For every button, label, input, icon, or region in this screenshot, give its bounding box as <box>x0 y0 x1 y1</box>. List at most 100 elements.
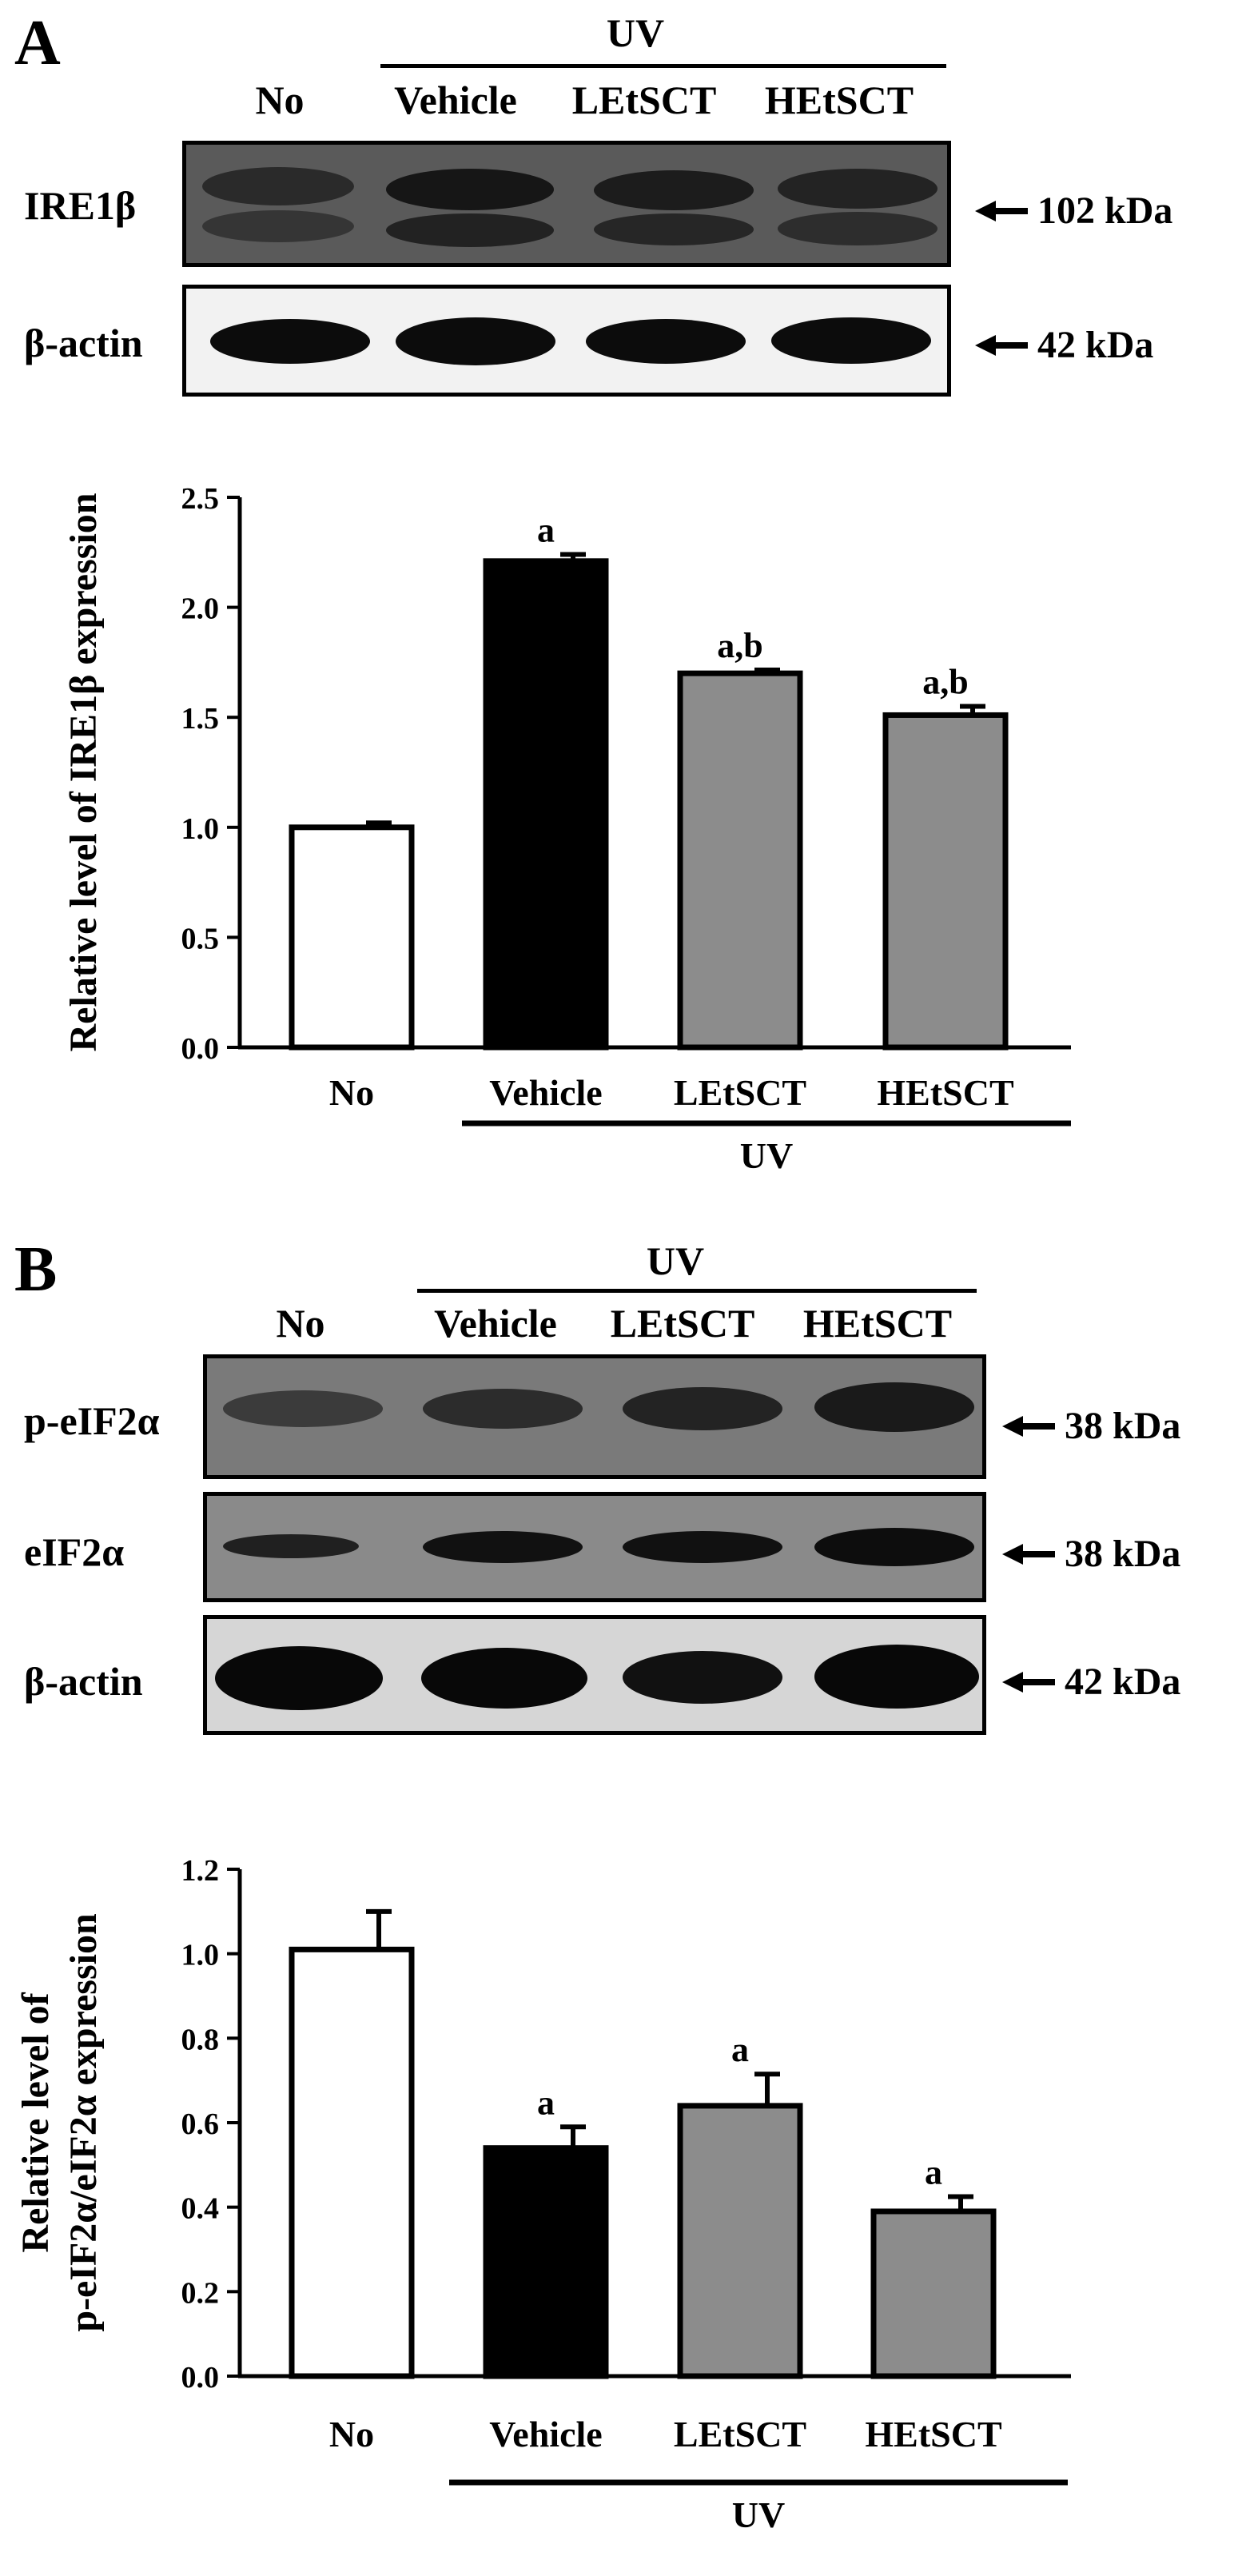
x-tick-label: LEtSCT <box>674 1072 806 1113</box>
blot-band <box>202 210 354 242</box>
blot-band <box>623 1531 782 1563</box>
blot-band <box>223 1390 383 1427</box>
chart-b: 0.0 0.2 0.4 0.6 0.8 1.0 1.2 Relative level of p-… <box>14 1854 1071 2535</box>
y-tick-label: 1.0 <box>181 812 220 846</box>
panel-b-letter: B <box>14 1234 58 1305</box>
blot-band <box>814 1645 979 1709</box>
bar <box>677 2103 803 2379</box>
group-label: UV <box>740 1135 793 1176</box>
x-tick-label: Vehicle <box>489 1072 602 1113</box>
blot-b-size-peif2a: 38 kDa <box>1002 1404 1180 1448</box>
x-tick-label: HEtSCT <box>877 1072 1013 1113</box>
y-tick-label: 0.6 <box>181 2107 220 2141</box>
blot-band <box>223 1534 359 1558</box>
y-tick-label: 0.2 <box>181 2276 220 2310</box>
blot-band <box>215 1646 383 1710</box>
x-tick-label: No <box>329 1072 374 1113</box>
y-tick-label: 0.4 <box>181 2192 220 2226</box>
bar-annotation: a <box>537 511 555 550</box>
arrow-left-icon <box>975 200 1028 221</box>
blot-b-lane-no: No <box>276 1301 325 1346</box>
y-tick-label: 0.0 <box>181 2361 220 2395</box>
bar <box>882 712 1009 1051</box>
blot-band <box>202 167 354 205</box>
blot-band <box>210 319 370 364</box>
x-tick-label: LEtSCT <box>674 2414 806 2454</box>
blot-band <box>814 1382 974 1432</box>
blot-a-size-ire1b: 102 kDa <box>975 189 1172 233</box>
blot-band <box>771 317 931 364</box>
size-text: 38 kDa <box>1065 1533 1181 1575</box>
blot-band <box>623 1387 782 1430</box>
blot-a-size-actin: 42 kDa <box>975 323 1153 367</box>
blot-b-peif2a-image <box>203 1354 986 1479</box>
blot-band <box>623 1651 782 1704</box>
blot-b-lane-hetsct: HEtSCT <box>802 1301 953 1346</box>
bar <box>483 2145 609 2379</box>
blot-a-lane-letsct: LEtSCT <box>571 78 717 122</box>
bar-annotation: a <box>925 2152 942 2191</box>
x-tick-label: Vehicle <box>489 2414 602 2454</box>
y-axis-label: Relative level of IRE1β expression <box>62 493 105 1052</box>
bar-annotation: a <box>537 2083 555 2122</box>
arrow-left-icon <box>1002 1415 1055 1437</box>
blot-a-lane-vehicle: Vehicle <box>394 78 517 122</box>
blot-a-row-label-ire1b: IRE1β <box>24 183 137 228</box>
blot-band <box>386 213 554 247</box>
chart-a: 0.0 0.5 1.0 1.5 2.0 2.5 Relative level of IRE1… <box>62 482 1071 1176</box>
blot-b-lane-vehicle: Vehicle <box>434 1301 557 1346</box>
bar <box>289 1946 415 2379</box>
blot-band <box>814 1528 974 1566</box>
blot-b-eif2a-image <box>203 1492 986 1602</box>
y-tick-label: 1.5 <box>181 702 220 736</box>
arrow-left-icon <box>975 334 1028 356</box>
blot-a-uv-line <box>380 64 946 68</box>
blot-band <box>778 169 937 209</box>
y-tick-label: 0.5 <box>181 922 220 955</box>
bar <box>483 558 609 1051</box>
blot-band <box>386 169 554 210</box>
bar-annotation: a <box>731 2030 749 2069</box>
y-axis-label: p-eIF2α/eIF2α expression <box>62 1913 105 2331</box>
blot-a-ire1b-image <box>182 141 951 267</box>
y-tick-label: 0.0 <box>181 1032 220 1066</box>
blot-band <box>594 170 754 210</box>
bar <box>289 824 415 1051</box>
blot-a-lane-no: No <box>255 78 305 122</box>
y-tick-label: 2.0 <box>181 592 220 626</box>
blot-b-row-label-eif2a: eIF2α <box>24 1529 125 1574</box>
blot-b-row-label-peif2a: p-eIF2α <box>24 1398 160 1443</box>
blot-b-uv-line <box>417 1289 977 1293</box>
blot-b-actin-image <box>203 1615 986 1735</box>
arrow-left-icon <box>1002 1543 1055 1565</box>
blot-a-lane-hetsct: HEtSCT <box>764 78 914 122</box>
y-tick-label: 0.8 <box>181 2023 220 2056</box>
blot-band <box>421 1648 587 1709</box>
blot-band <box>423 1531 583 1563</box>
size-text: 102 kDa <box>1037 189 1173 232</box>
bar <box>677 670 803 1051</box>
y-tick-label: 2.5 <box>181 482 220 516</box>
blot-a-actin-image <box>182 285 951 397</box>
blot-b-row-label-actin: β-actin <box>24 1659 143 1704</box>
blot-band <box>778 212 937 245</box>
size-text: 42 kDa <box>1037 324 1154 366</box>
x-tick-label: HEtSCT <box>865 2414 1001 2454</box>
blot-a-row-label-actin: β-actin <box>24 321 143 365</box>
panel-a-letter: A <box>14 8 61 78</box>
blot-band <box>423 1389 583 1429</box>
blot-band <box>396 317 555 365</box>
y-axis-label: Relative level of <box>14 1992 57 2252</box>
blot-b-size-actin: 42 kDa <box>1002 1660 1180 1704</box>
bar-annotation: a,b <box>922 662 968 701</box>
arrow-left-icon <box>1002 1671 1055 1693</box>
blot-b-lane-letsct: LEtSCT <box>610 1301 755 1346</box>
bar-annotation: a,b <box>717 626 762 665</box>
x-tick-label: No <box>329 2414 374 2454</box>
blot-b-size-eif2a: 38 kDa <box>1002 1532 1180 1576</box>
size-text: 38 kDa <box>1065 1405 1181 1447</box>
y-tick-label: 1.2 <box>181 1854 220 1888</box>
bar <box>870 2208 997 2379</box>
y-tick-label: 1.0 <box>181 1939 220 1972</box>
blot-band <box>594 213 754 245</box>
